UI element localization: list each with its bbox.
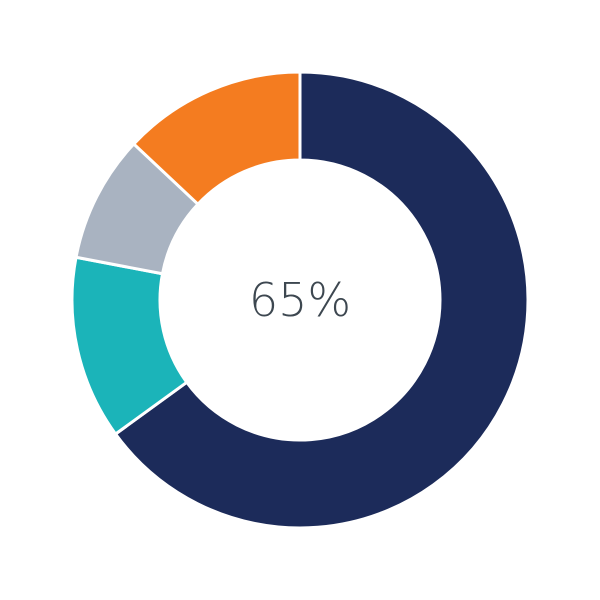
donut-slice-1 <box>113 70 530 530</box>
center-label: 65% <box>249 273 351 327</box>
donut-slices <box>70 70 530 530</box>
donut-slice-4 <box>131 70 302 207</box>
